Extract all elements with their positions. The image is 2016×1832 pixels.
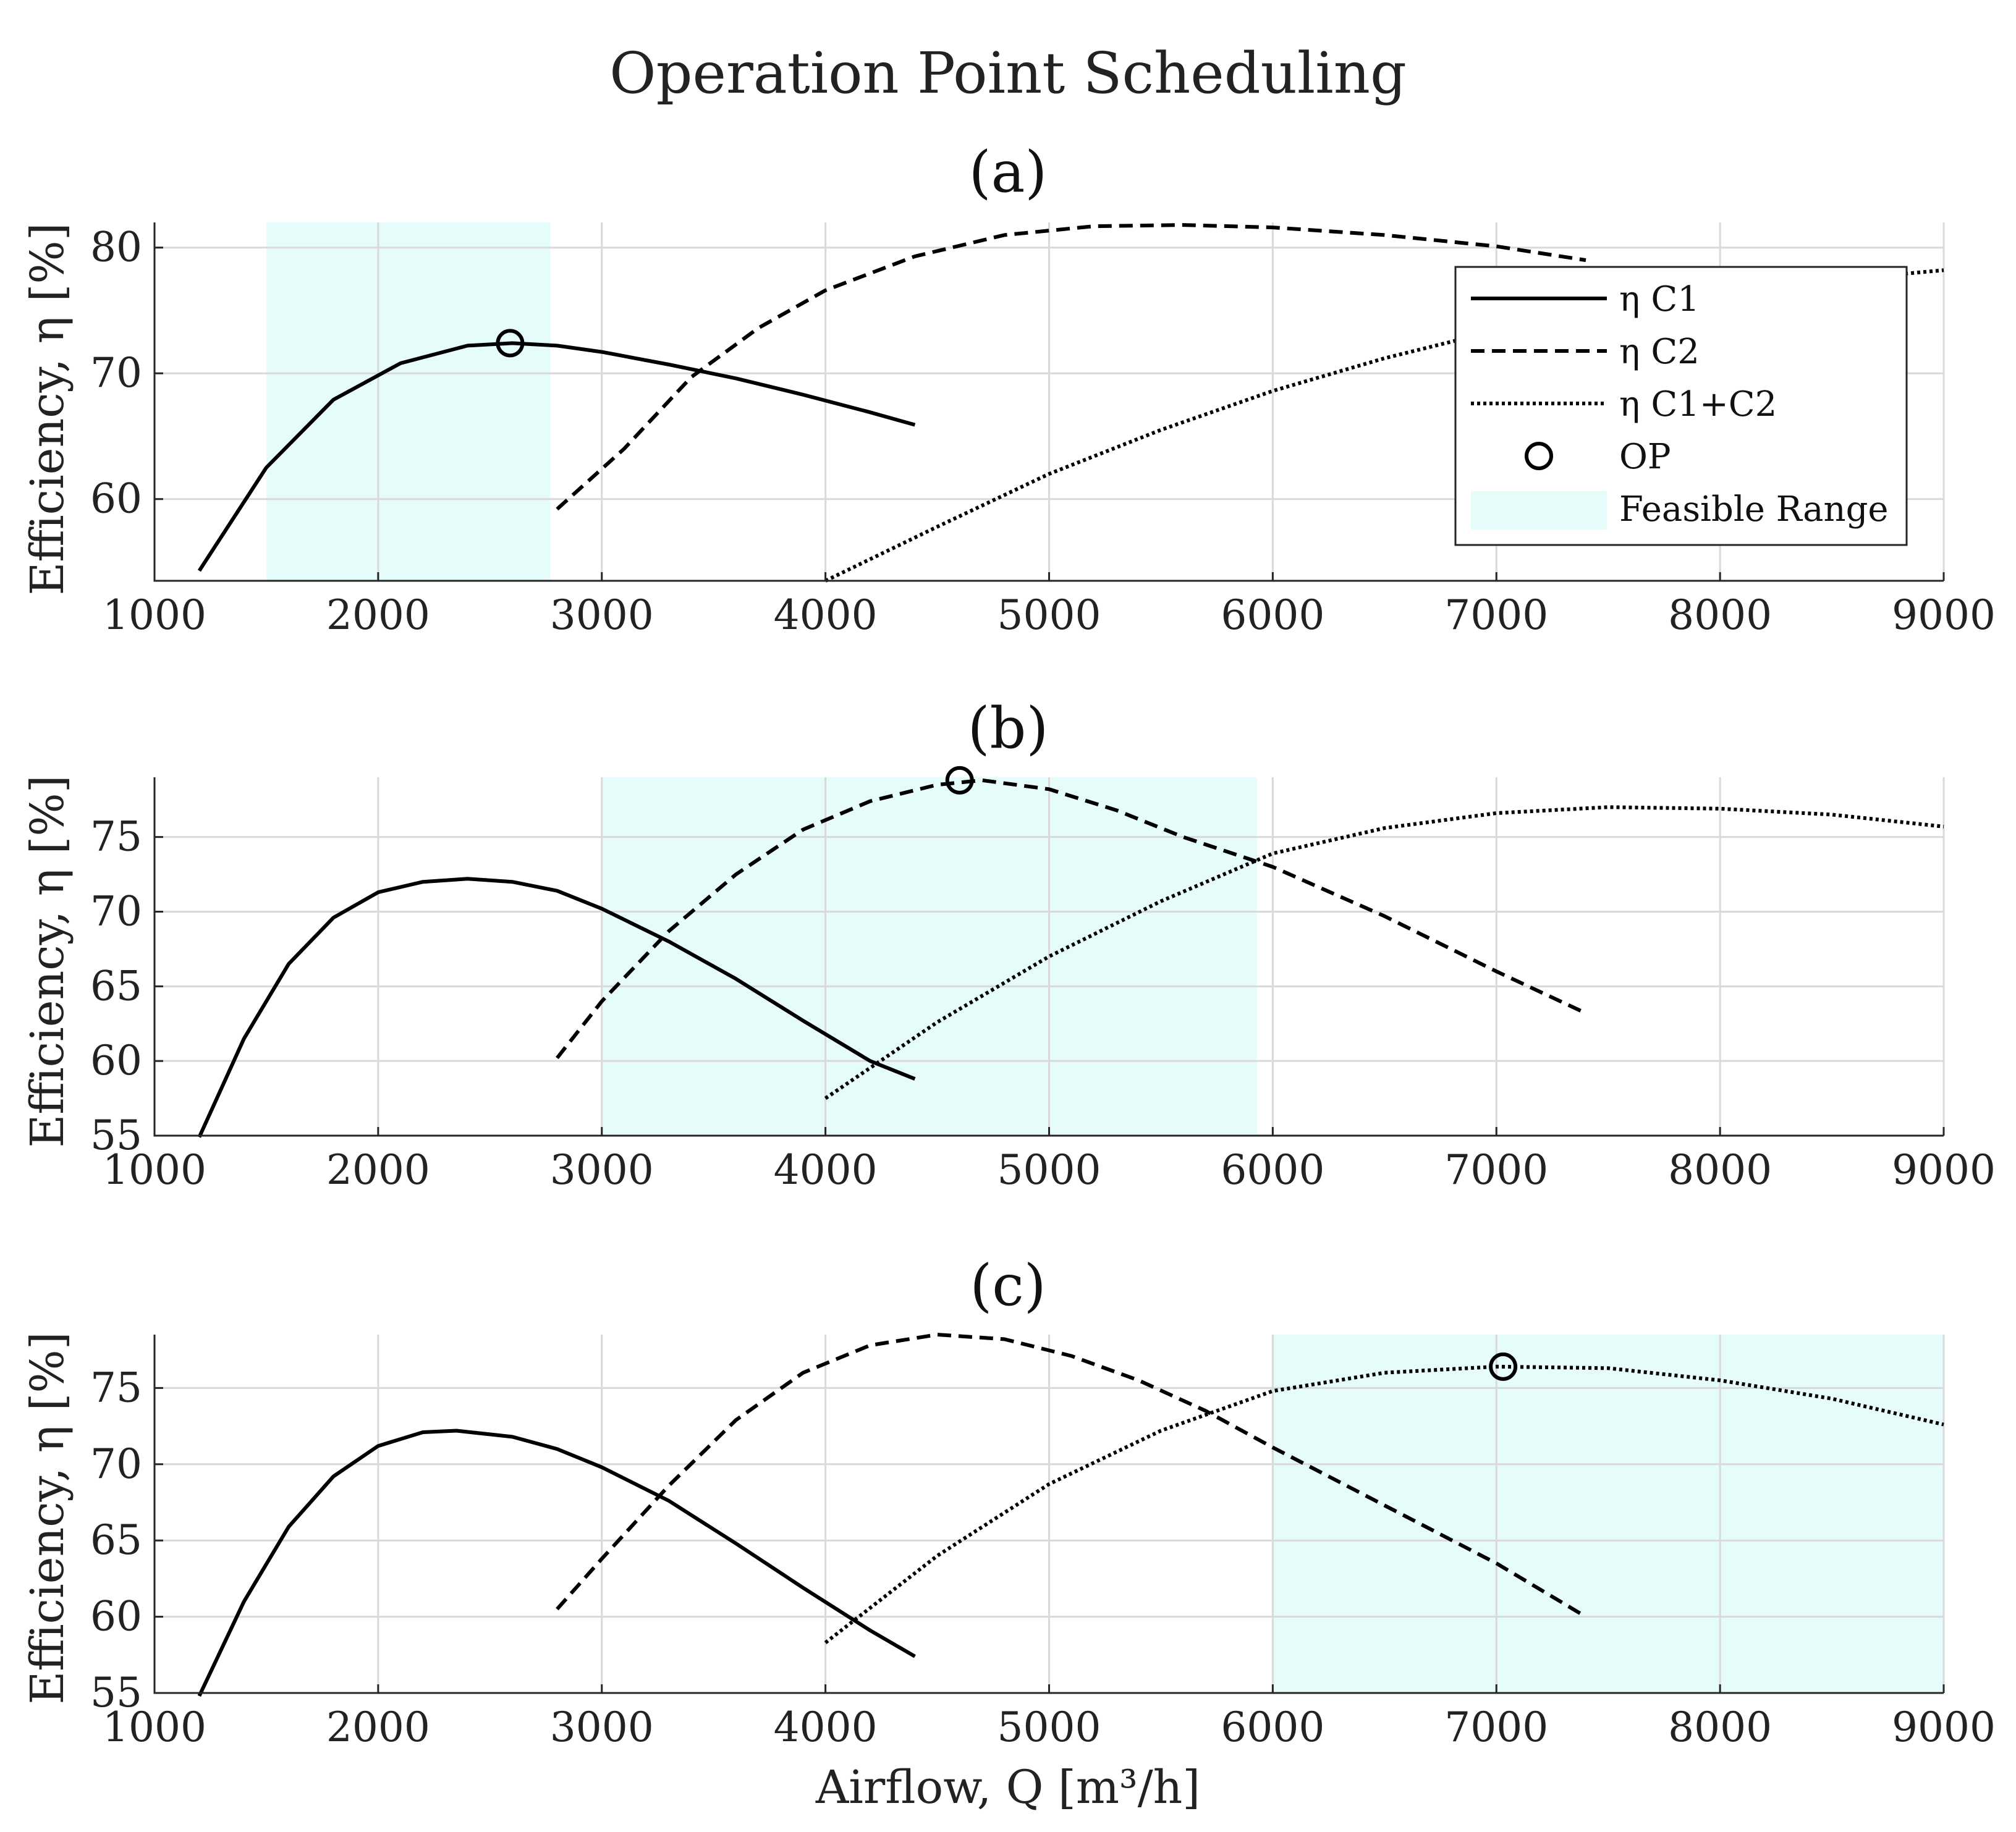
subplot-c-x-tick-label: 2000 xyxy=(326,1703,430,1751)
subplot-a-x-tick-label: 5000 xyxy=(997,591,1101,639)
subplot-c-feasible-range xyxy=(1273,1335,1944,1693)
subplot-c-x-tick-label: 9000 xyxy=(1892,1703,1996,1751)
subplot-a-operation-point xyxy=(496,329,525,358)
subplot-a-x-tick-label: 3000 xyxy=(550,591,654,639)
subplot-c-y-tick-label: 75 xyxy=(90,1364,142,1411)
subplot-a-y-tick-label: 80 xyxy=(90,224,142,271)
subplot-b-x-tick-label: 9000 xyxy=(1892,1146,1996,1194)
legend-label-c1c2: η C1+C2 xyxy=(1619,384,1777,424)
subplot-a-feasible-range xyxy=(266,222,551,581)
subplot-b-x-tick-label: 4000 xyxy=(774,1146,878,1194)
subplot-b-x-tick-label: 3000 xyxy=(550,1146,654,1194)
subplot-a-y-tick-label: 70 xyxy=(90,349,142,397)
subplot-a-x-tick-label: 8000 xyxy=(1668,591,1772,639)
subplot-b-feasible-range xyxy=(601,777,1258,1136)
subplot-a-x-tick-label: 1000 xyxy=(103,591,206,639)
subplot-b-x-tick-label: 6000 xyxy=(1221,1146,1324,1194)
subplot-a-x-tick-label: 9000 xyxy=(1892,591,1996,639)
subplot-a-x-tick-label: 2000 xyxy=(326,591,430,639)
subplot-a-title: (a) xyxy=(969,139,1048,205)
subplot-c-x-tick-label: 1000 xyxy=(103,1703,206,1751)
subplot-c-plot-area: 1000 2000 3000 4000 5000 6000 7000 8000 9000 55 60… xyxy=(90,1333,1996,1751)
subplot-c: 1000 2000 3000 4000 5000 6000 7000 8000 9000 55 60… xyxy=(21,1252,1996,1814)
subplot-b-series-dashed xyxy=(556,778,1587,1060)
subplot-c-title: (c) xyxy=(970,1252,1046,1319)
figure-title: Operation Point Scheduling xyxy=(609,40,1407,106)
subplot-b-x-tick-label: 7000 xyxy=(1444,1146,1548,1194)
legend-label-op: OP xyxy=(1619,437,1671,477)
subplot-a-series-dashed xyxy=(556,223,1586,511)
subplot-c-y-tick-label: 70 xyxy=(90,1440,142,1488)
subplot-b-title: (b) xyxy=(968,695,1049,761)
subplot-a-x-tick-label: 7000 xyxy=(1444,591,1548,639)
subplot-c-y-axis-label: Efficiency, η [%] xyxy=(21,1332,74,1704)
legend: η C1 η C2 η C1+C2 OP Feasible Range xyxy=(1454,266,1908,546)
subplot-b-y-tick-label: 65 xyxy=(90,962,142,1010)
subplot-c-y-tick-label: 65 xyxy=(90,1516,142,1564)
subplot-b-x-tick-label: 8000 xyxy=(1668,1146,1772,1194)
subplot-c-series-dotted xyxy=(824,1364,1944,1644)
subplot-b-y-tick-label: 60 xyxy=(90,1037,142,1084)
subplot-b-y-axis-label: Efficiency, η [%] xyxy=(21,775,74,1147)
subplot-c-y-tick-label: 55 xyxy=(90,1669,142,1716)
subplot-a-x-tick-label: 6000 xyxy=(1221,591,1324,639)
subplot-c-x-tick-label: 3000 xyxy=(550,1703,654,1751)
subplot-c-x-tick-label: 7000 xyxy=(1444,1703,1548,1751)
subplot-b: 1000 2000 3000 4000 5000 6000 7000 8000 9000 55 60… xyxy=(21,695,1996,1194)
legend-label-c1: η C1 xyxy=(1619,279,1700,319)
subplot-b-y-tick-label: 75 xyxy=(90,813,142,861)
subplot-c-y-tick-label: 60 xyxy=(90,1593,142,1640)
subplot-c-x-tick-label: 4000 xyxy=(774,1703,878,1751)
subplot-c-series-solid xyxy=(197,1429,916,1697)
subplot-a-y-axis-label: Efficiency, η [%] xyxy=(21,222,74,595)
subplot-a-series-solid xyxy=(197,341,916,572)
subplot-b-x-tick-label: 5000 xyxy=(997,1146,1101,1194)
subplot-c-x-axis-label: Airflow, Q [m³/h] xyxy=(815,1761,1200,1814)
legend-swatch-op-marker xyxy=(1525,442,1553,470)
subplot-b-operation-point xyxy=(945,766,974,795)
legend-swatch-feasible xyxy=(1471,491,1607,530)
subplot-a-x-tick-label: 4000 xyxy=(774,591,878,639)
subplot-c-x-tick-label: 6000 xyxy=(1221,1703,1324,1751)
subplot-c-x-tick-label: 8000 xyxy=(1668,1703,1772,1751)
subplot-c-x-tick-label: 5000 xyxy=(997,1703,1101,1751)
subplot-c-series-dashed xyxy=(556,1333,1587,1619)
subplot-b-plot-area: 1000 2000 3000 4000 5000 6000 7000 8000 9000 55 60… xyxy=(90,766,1996,1194)
legend-label-feasible: Feasible Range xyxy=(1619,489,1889,530)
subplot-b-x-tick-label: 2000 xyxy=(326,1146,430,1194)
subplot-b-x-tick-label: 1000 xyxy=(103,1146,206,1194)
legend-label-c2: η C2 xyxy=(1619,332,1700,372)
subplot-b-y-tick-label: 55 xyxy=(90,1112,142,1159)
subplot-b-series-solid xyxy=(197,877,916,1138)
subplot-b-series-dotted xyxy=(824,805,1944,1100)
subplot-b-y-tick-label: 70 xyxy=(90,888,142,935)
subplot-c-operation-point xyxy=(1489,1352,1518,1381)
subplot-a-y-tick-label: 60 xyxy=(90,475,142,523)
